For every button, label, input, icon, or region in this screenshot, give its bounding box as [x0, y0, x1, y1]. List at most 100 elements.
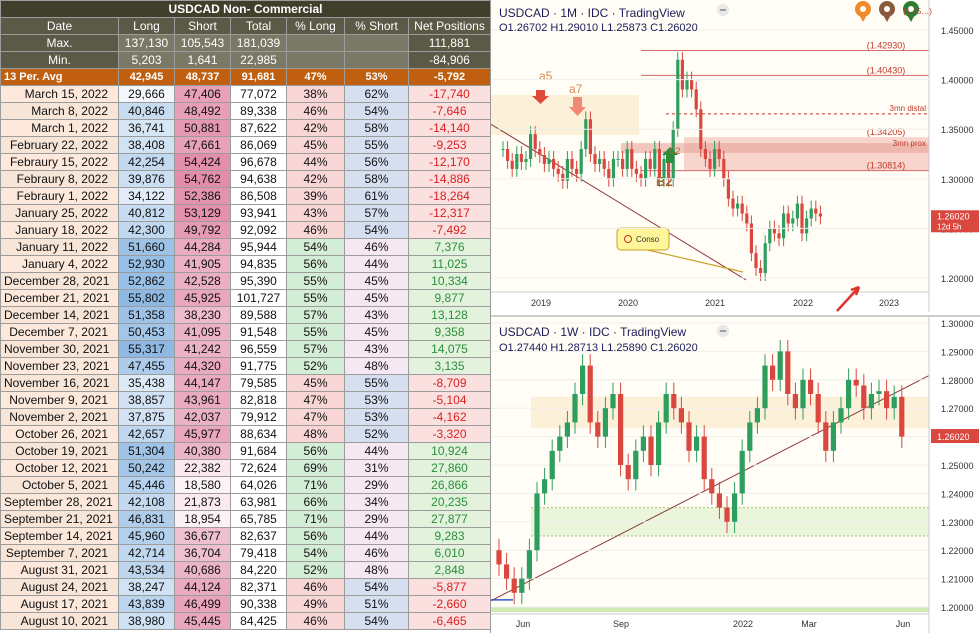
- monthly-candle: [657, 149, 661, 179]
- cell-total: 87,622: [230, 119, 287, 137]
- cell-pct-long: 45%: [286, 374, 345, 392]
- weekly-candle: [633, 450, 639, 480]
- monthly-chart-canvas[interactable]: (1.42930) (1.40430) (1.30814) 3mn distal (1.…: [491, 0, 980, 312]
- monthly-candle: [782, 213, 786, 239]
- cell-date: February 22, 2022: [0, 136, 119, 154]
- monthly-a7-label: a7: [569, 82, 583, 96]
- cell-net: -3,320: [407, 425, 490, 443]
- monthly-candle: [515, 154, 519, 169]
- monthly-candle: [538, 149, 542, 155]
- cell-date: October 19, 2021: [0, 442, 119, 460]
- cell-net: 9,283: [407, 527, 490, 545]
- cell-total: 77,072: [230, 85, 287, 103]
- weekly-candle: [534, 493, 540, 551]
- cell-date: October 5, 2021: [0, 476, 119, 494]
- cell-total: 84,220: [230, 561, 287, 579]
- cell-long: 55,317: [118, 340, 175, 358]
- max-short: 105,543: [174, 34, 231, 52]
- weekly-candle: [587, 365, 593, 423]
- weekly-candle: [876, 391, 882, 394]
- cell-short: 36,677: [174, 527, 231, 545]
- cell-short: 18,580: [174, 476, 231, 494]
- weekly-candle: [823, 422, 829, 451]
- weekly-y-tick: 1.27000: [941, 404, 974, 414]
- cell-total: 86,508: [230, 187, 287, 205]
- monthly-candle: [561, 173, 565, 181]
- monthly-b2-label: B2: [656, 174, 673, 189]
- cell-net: -7,492: [407, 221, 490, 239]
- weekly-x-tick: Sep: [613, 619, 629, 629]
- cell-pct-long: 45%: [286, 136, 345, 154]
- weekly-candle: [899, 396, 905, 437]
- monthly-candle: [726, 178, 730, 199]
- monthly-countdown-label: 12d 5h: [937, 222, 961, 231]
- cell-net: -18,264: [407, 187, 490, 205]
- weekly-y-tick: 1.21000: [941, 575, 974, 585]
- cell-total: 95,944: [230, 238, 287, 256]
- weekly-y-tick: 1.24000: [941, 489, 974, 499]
- cell-total: 86,069: [230, 136, 287, 154]
- monthly-y-tick: 1.45000: [941, 26, 974, 36]
- weekly-chart-canvas[interactable]: 1.300001.290001.280001.270001.260001.250…: [491, 317, 980, 633]
- cell-long: 39,876: [118, 170, 175, 188]
- weekly-candle: [830, 422, 836, 451]
- monthly-chart[interactable]: (1.42930) (1.40430) (1.30814) 3mn distal (1.…: [491, 0, 980, 312]
- weekly-x-tick: Jun: [516, 619, 531, 629]
- cell-total: 89,338: [230, 102, 287, 120]
- avg-net: -5,792: [407, 68, 490, 86]
- cell-date: August 31, 2021: [0, 561, 119, 579]
- monthly-candle: [685, 79, 689, 90]
- cell-long: 42,254: [118, 153, 175, 171]
- table-row: October 5, 2021 45,446 18,580 64,026 71% 29% 2…: [0, 476, 490, 494]
- cell-pct-short: 34%: [344, 493, 409, 511]
- monthly-candle: [644, 158, 648, 179]
- avg-long: 42,945: [118, 68, 175, 86]
- monthly-candle: [584, 119, 588, 150]
- cell-pct-long: 56%: [286, 442, 345, 460]
- cell-pct-short: 53%: [344, 391, 409, 409]
- weekly-candle: [663, 394, 669, 423]
- cell-pct-short: 56%: [344, 153, 409, 171]
- weekly-candle: [564, 422, 570, 437]
- cell-pct-short: 54%: [344, 102, 409, 120]
- monthly-candle: [800, 203, 804, 234]
- cell-short: 40,686: [174, 561, 231, 579]
- no-entry-icon: [624, 235, 632, 243]
- monthly-candle: [805, 218, 809, 234]
- cell-total: 95,390: [230, 272, 287, 290]
- monthly-x-tick: 2021: [705, 298, 725, 308]
- monthly-ohlc: O1.26702 H1.29010 L1.25873 C1.26020: [499, 22, 698, 34]
- cell-date: January 25, 2022: [0, 204, 119, 222]
- cell-long: 51,660: [118, 238, 175, 256]
- cell-long: 50,453: [118, 323, 175, 341]
- cell-date: Febraury 15, 2022: [0, 153, 119, 171]
- weekly-candle: [671, 394, 677, 409]
- weekly-candle: [504, 564, 510, 579]
- monthly-level-label: (1.30814): [867, 161, 906, 171]
- monthly-candle: [524, 158, 528, 162]
- cell-short: 36,704: [174, 544, 231, 562]
- weekly-y-tick: 1.23000: [941, 518, 974, 528]
- monthly-candle: [579, 149, 583, 174]
- cell-total: 82,371: [230, 578, 287, 596]
- table-row: Febraury 8, 2022 39,876 54,762 94,638 42% 58%…: [0, 170, 490, 188]
- monthly-y-tick: 1.35000: [941, 125, 974, 135]
- weekly-candle: [838, 408, 844, 423]
- weekly-candle: [572, 394, 578, 423]
- cell-total: 65,785: [230, 510, 287, 528]
- monthly-candle: [768, 228, 772, 244]
- table-row: August 31, 2021 43,534 40,686 84,220 52% 48% 2…: [0, 561, 490, 579]
- weekly-x-tick: Mar: [801, 619, 817, 629]
- table-row: January 25, 2022 40,812 53,129 93,941 43% 57%…: [0, 204, 490, 222]
- monthly-candle: [542, 154, 546, 164]
- weekly-candle: [785, 351, 791, 394]
- cell-pct-short: 46%: [344, 544, 409, 562]
- weekly-price-tag: [931, 429, 979, 444]
- monthly-candle: [772, 228, 776, 234]
- weekly-chart[interactable]: 1.300001.290001.280001.270001.260001.250…: [491, 315, 980, 633]
- cell-long: 43,534: [118, 561, 175, 579]
- min-long: 5,203: [118, 51, 175, 69]
- cell-long: 34,122: [118, 187, 175, 205]
- weekly-candle: [526, 550, 532, 579]
- monthly-candle: [763, 243, 767, 274]
